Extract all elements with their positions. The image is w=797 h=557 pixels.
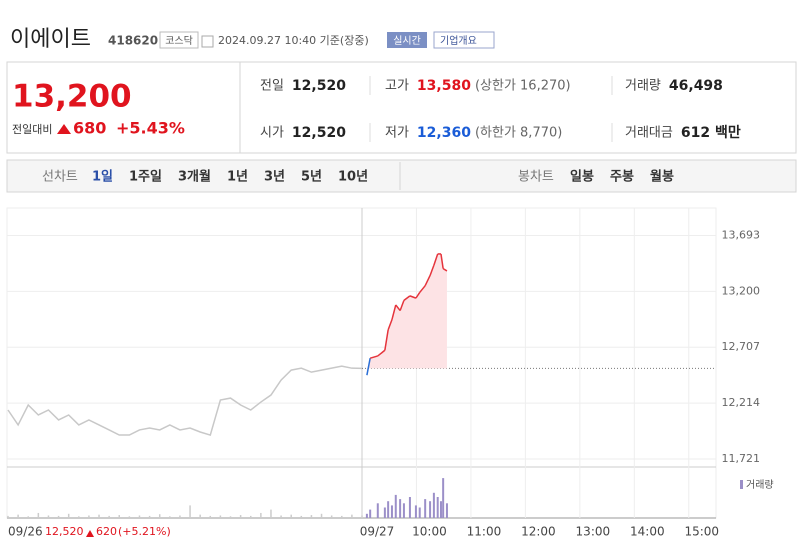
stat-value: 12,520: [292, 78, 346, 94]
period-tab[interactable]: 5년: [301, 170, 322, 185]
stat-note: (상한가 16,270): [475, 79, 571, 94]
y-tick-label: 13,693: [722, 228, 761, 241]
x-tick-label: 14:00: [630, 525, 665, 539]
price-segment: [409, 295, 417, 299]
candle-tab[interactable]: 일봉: [570, 170, 594, 185]
stat-label: 저가: [385, 126, 409, 141]
stat-label: 거래대금: [625, 126, 673, 141]
stat-value: 46,498: [669, 78, 723, 94]
market-badge: [159, 31, 199, 49]
stat-value: 12,360: [417, 125, 471, 141]
current-price: 13,200: [12, 79, 132, 115]
prev-close: 12,520: [45, 525, 84, 538]
x-tick-label: 11:00: [467, 525, 502, 539]
summary-box: [6, 61, 797, 154]
price-segment: [403, 295, 411, 301]
price-segment: [369, 355, 379, 359]
price-segment: [442, 268, 448, 272]
price-segment: [384, 329, 389, 351]
tab-title: 봉차트: [518, 170, 554, 185]
stat-label: 거래량: [625, 79, 661, 94]
candle-tab[interactable]: 월봉: [650, 169, 674, 185]
candle-tab[interactable]: 주봉: [610, 170, 634, 185]
y-tick-label: 12,707: [722, 340, 761, 353]
legend-swatch: [740, 480, 743, 489]
change-rate: +5.43%: [116, 119, 185, 138]
stat-value: 612 백만: [681, 125, 741, 141]
x-tick-label: 13:00: [576, 525, 611, 539]
tab-title: 선차트: [42, 170, 78, 185]
area-fill: [366, 253, 447, 376]
price-segment: [429, 265, 435, 276]
price-segment: [399, 300, 405, 311]
up-icon: [57, 124, 71, 134]
change-label: 전일대비: [12, 122, 52, 136]
price-segment: [415, 292, 421, 299]
stat-note: (하한가 8,770): [475, 126, 562, 141]
x-tick-label: 09/27: [360, 525, 395, 539]
y-tick-label: 11,721: [722, 452, 761, 465]
legend-label: 거래량: [746, 479, 774, 491]
period-tab[interactable]: 1년: [227, 170, 248, 185]
price-segment: [419, 285, 426, 293]
x-tick-label: 15:00: [684, 525, 719, 539]
stock-code: 418620: [108, 34, 158, 48]
period-tab[interactable]: 1일: [92, 170, 113, 185]
price-segment: [387, 319, 393, 331]
realtime-badge: [387, 32, 427, 48]
stat-value: 12,520: [292, 125, 346, 141]
period-tab[interactable]: 3년: [264, 170, 285, 185]
period-tab[interactable]: 10년: [338, 170, 368, 185]
price-segment: [395, 304, 401, 312]
prev-change: 620: [96, 525, 117, 538]
stock-name: 이에이트: [10, 27, 91, 52]
change: 680: [73, 119, 106, 138]
stat-label: 시가: [260, 126, 284, 141]
market: 코스닥: [165, 35, 193, 47]
realtime: 실시간: [393, 35, 421, 47]
menu-button[interactable]: [433, 31, 495, 49]
y-tick-label: 13,200: [722, 284, 761, 297]
price-segment: [440, 253, 444, 269]
prev-day-line: [7, 365, 363, 436]
stat-label: 고가: [385, 79, 409, 94]
stat-value: 13,580: [417, 78, 471, 94]
stat-label: 전일: [260, 79, 284, 94]
up-icon: [86, 530, 94, 537]
price-segment: [433, 253, 439, 266]
price-segment: [377, 349, 386, 357]
price-segment: [391, 304, 397, 320]
datetime: 2024.09.27 10:40 기준(장중): [218, 34, 369, 47]
price-segment: [424, 275, 431, 286]
prev-rate: (+5.21%): [118, 525, 171, 538]
y-tick-label: 12,214: [722, 396, 761, 409]
period-tab[interactable]: 1주일: [129, 170, 162, 185]
price-segment: [366, 358, 371, 376]
period-tab[interactable]: 3개월: [178, 169, 211, 185]
x-tick-label: 10:00: [412, 525, 447, 539]
menu-label[interactable]: 기업개요: [440, 34, 477, 47]
prev-day-label: 09/26: [8, 525, 43, 539]
calendar-icon: [201, 35, 214, 48]
x-tick-label: 12:00: [521, 525, 556, 539]
tab-bar: [6, 159, 797, 193]
